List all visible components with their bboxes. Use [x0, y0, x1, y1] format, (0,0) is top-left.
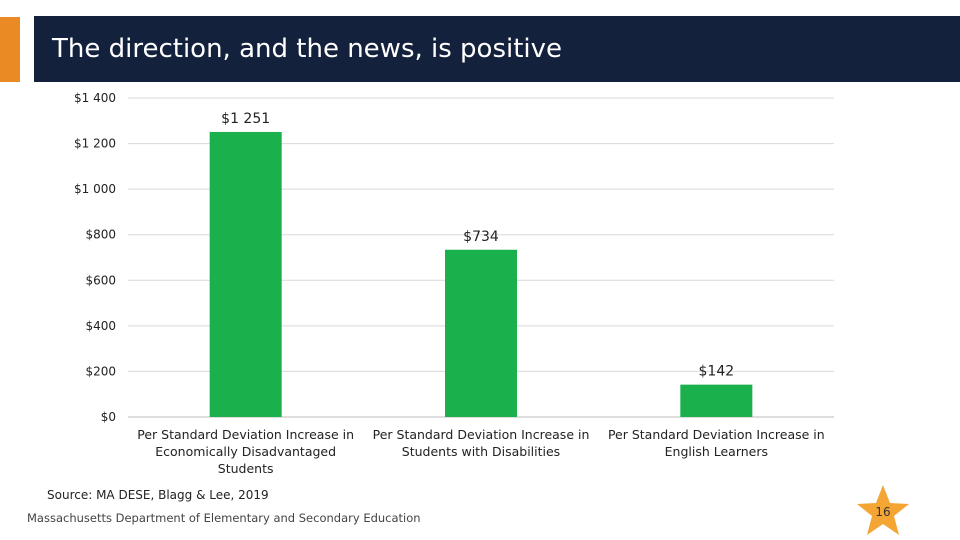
category-label: Students with Disabilities: [402, 444, 560, 459]
page-title: The direction, and the news, is positive: [52, 34, 563, 64]
bar: [209, 131, 282, 417]
y-tick-label: $800: [85, 228, 116, 242]
y-tick-label: $600: [85, 273, 116, 287]
category-label: Per Standard Deviation Increase in: [137, 427, 354, 442]
category-label: Economically Disadvantaged: [155, 444, 336, 459]
category-label: English Learners: [665, 444, 768, 459]
y-tick-label: $0: [101, 410, 116, 424]
category-label: Per Standard Deviation Increase in: [608, 427, 825, 442]
title-banner: The direction, and the news, is positive: [34, 16, 960, 82]
bar: [680, 384, 753, 417]
data-label: $734: [463, 229, 499, 245]
source-note: Source: MA DESE, Blagg & Lee, 2019: [47, 488, 269, 502]
page-number: 16: [875, 505, 891, 519]
y-tick-label: $1 000: [74, 182, 116, 196]
category-label: Per Standard Deviation Increase in: [373, 427, 590, 442]
footer-text: Massachusetts Department of Elementary a…: [27, 511, 421, 525]
star-icon: [857, 485, 909, 535]
data-label: $142: [699, 364, 735, 380]
y-tick-label: $200: [85, 364, 116, 378]
bar: [445, 249, 517, 417]
data-label: $1 251: [221, 111, 270, 127]
accent-bar: [0, 17, 20, 82]
category-label: Students: [218, 461, 274, 476]
y-tick-label: $1 200: [74, 137, 116, 151]
y-tick-label: $400: [85, 319, 116, 333]
y-tick-label: $1 400: [74, 91, 116, 105]
